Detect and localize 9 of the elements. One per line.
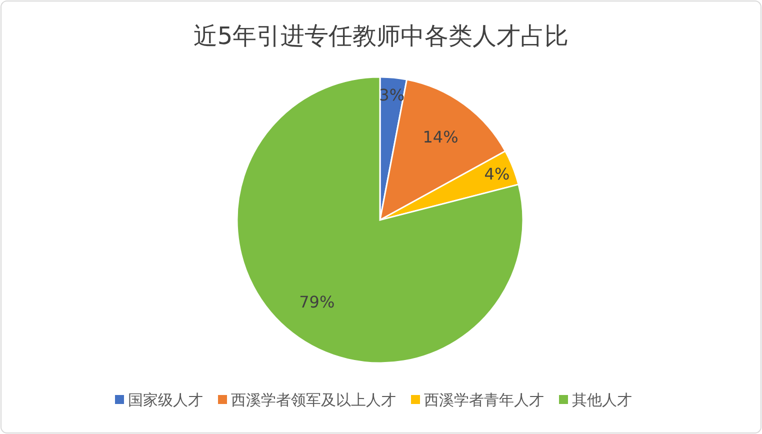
legend-label: 西溪学者青年人才	[424, 391, 544, 409]
pie-slice	[236, 76, 524, 364]
legend-label: 西溪学者领军及以上人才	[231, 391, 396, 409]
legend-label: 国家级人才	[128, 391, 203, 409]
legend-label: 其他人才	[572, 391, 632, 409]
data-label: 79%	[299, 292, 335, 312]
data-label: 4%	[484, 164, 510, 184]
chart-title: 近5年引进专任教师中各类人才占比	[193, 22, 569, 50]
data-label: 14%	[422, 128, 458, 147]
